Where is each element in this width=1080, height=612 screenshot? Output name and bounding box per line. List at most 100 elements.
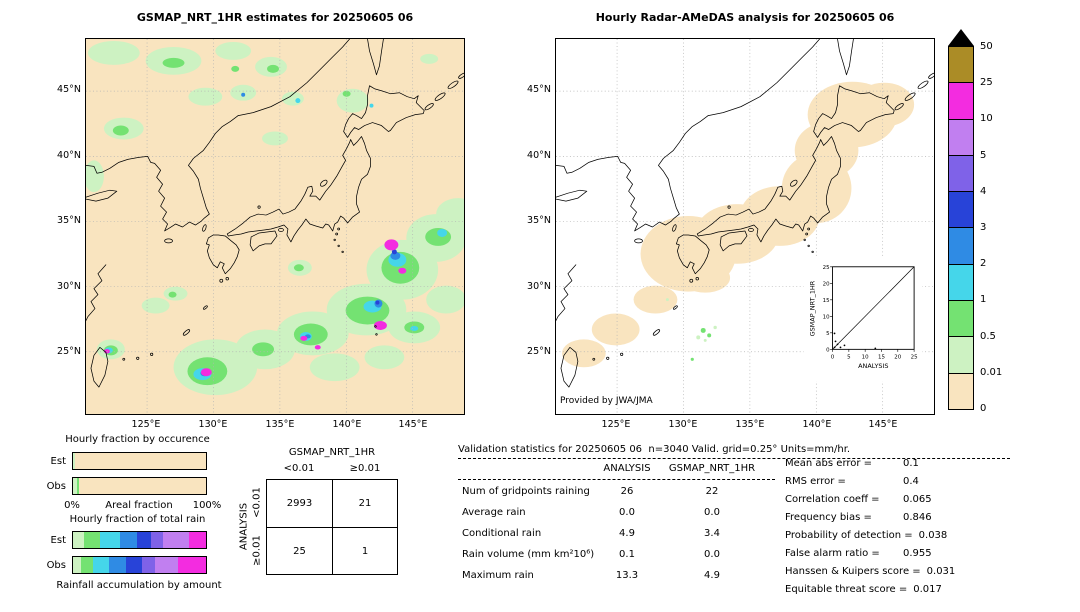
- inset-x-axis-label: ANALYSIS: [858, 362, 888, 370]
- contingency-col-group-label: GSMAP_NRT_1HR: [288, 447, 376, 458]
- radar-map-canvas: 0 5 10 15 20 25 0 5 10 15 20 25 ANALYSIS…: [555, 38, 935, 415]
- metric-row: False alarm ratio = 0.955: [785, 548, 932, 559]
- occurrence-bar-obs: [72, 477, 207, 495]
- lat-tick-label: 40°N: [527, 150, 551, 161]
- stats-col-header-analysis: ANALYSIS: [603, 463, 651, 474]
- contingency-table: 2993 21 25 1: [266, 479, 398, 575]
- colorbar-segment-10-25: [949, 82, 973, 119]
- radar-coverage-field: [561, 81, 915, 368]
- colorbar-label: 50: [980, 41, 993, 52]
- contingency-row-group-label: ANALYSIS: [238, 502, 250, 551]
- inset-x-tick: 15: [878, 354, 885, 360]
- inset-y-tick: 5: [826, 331, 829, 337]
- colorbar-label: 0.01: [980, 367, 1003, 378]
- gsmap-map-canvas: [85, 38, 465, 415]
- lat-tick-label: 35°N: [57, 215, 81, 226]
- colorbar-label: 0.5: [980, 331, 996, 342]
- stats-row: Average rain 0.0 0.0: [462, 507, 720, 518]
- stats-col-header-gsmap: GSMAP_NRT_1HR: [668, 463, 756, 474]
- bar-segment: [83, 532, 100, 548]
- colorbar-label: 4: [980, 186, 987, 197]
- bar-segment: [155, 557, 179, 573]
- lat-tick-label: 30°N: [57, 281, 81, 292]
- lat-tick-label: 45°N: [527, 84, 551, 95]
- occurrence-axis-max: 100%: [192, 500, 222, 511]
- bar-segment: [92, 557, 109, 573]
- colorbar-overflow-triangle: [948, 29, 974, 46]
- colorbar-segment-0.01-0.5: [949, 336, 973, 373]
- colorbar-label: 0: [980, 403, 987, 414]
- metric-row: Equitable threat score = 0.017: [785, 584, 942, 595]
- lon-tick-label: 130°E: [198, 419, 228, 430]
- colorbar-segment-1-2: [949, 263, 973, 301]
- stats-row: Conditional rain 4.9 3.4: [462, 528, 720, 539]
- gsmap-map-panel: GSMAP_NRT_1HR estimates for 20250605 06: [57, 11, 465, 430]
- stats-row: Maximum rain 13.3 4.9: [462, 570, 720, 581]
- colorbar-segment-2-3: [949, 227, 973, 264]
- bar-segment: [74, 453, 206, 469]
- metric-row: RMS error = 0.4: [785, 476, 919, 487]
- stats-row: Num of gridpoints raining 26 22: [462, 486, 719, 497]
- bar-segment: [178, 557, 206, 573]
- total-rain-chart-caption: Rainfall accumulation by amount: [56, 580, 222, 591]
- metric-row: Hanssen & Kuipers score = 0.031: [785, 566, 956, 577]
- bar-segment: [73, 557, 81, 573]
- total-rain-chart-title: Hourly fraction of total rain: [69, 514, 206, 525]
- inset-y-tick: 10: [823, 314, 830, 320]
- bar-segment: [151, 532, 164, 548]
- lon-tick-label: 125°E: [131, 419, 161, 430]
- colorbar-segment-0.5-1: [949, 300, 973, 337]
- bar-segment: [108, 557, 127, 573]
- divider-dashed: [458, 458, 1010, 459]
- metric-row: Correlation coeff = 0.065: [785, 494, 932, 505]
- colorbar-segment-5-10: [949, 118, 973, 155]
- inset-y-tick: 20: [823, 281, 830, 287]
- bar-segment: [126, 557, 143, 573]
- gsmap-map-title: GSMAP_NRT_1HR estimates for 20250605 06: [136, 11, 414, 24]
- row-label-est: Est: [50, 456, 66, 467]
- inset-x-tick: 20: [894, 354, 901, 360]
- contingency-cell: 25: [267, 527, 332, 574]
- inset-x-tick: 10: [862, 354, 869, 360]
- scatter-points: [833, 332, 877, 350]
- lon-tick-label: 135°E: [735, 419, 765, 430]
- bar-segment: [73, 453, 75, 469]
- colorbar-label: 3: [980, 222, 987, 233]
- total-rain-bar-obs: [72, 556, 207, 574]
- radar-light-rain-cells: [665, 298, 717, 342]
- inset-y-axis-label: GSMAP_NRT_1HR: [809, 280, 817, 336]
- radar-map-panel: Hourly Radar-AMeDAS analysis for 2025060…: [527, 11, 935, 430]
- row-label-est: Est: [50, 535, 66, 546]
- colorbar-label: 2: [980, 258, 987, 269]
- bar-segment: [79, 478, 206, 494]
- lon-tick-label: 145°E: [868, 419, 898, 430]
- inset-x-tick: 0: [831, 354, 835, 360]
- bar-segment: [73, 532, 84, 548]
- lat-tick-label: 45°N: [57, 84, 81, 95]
- contingency-cell: 1: [332, 527, 397, 574]
- total-rain-bar-est: [72, 531, 207, 549]
- inset-y-tick: 25: [823, 265, 830, 271]
- colorbar-label: 5: [980, 150, 987, 161]
- contingency-col-label: ≥0.01: [349, 463, 381, 474]
- lon-tick-label: 125°E: [601, 419, 631, 430]
- stats-row: Rain volume (mm km²10⁶) 0.1 0.0: [462, 549, 720, 560]
- colorbar-segment-3-4: [949, 191, 973, 228]
- bar-segment: [188, 532, 206, 548]
- colorbar-body: [948, 46, 974, 410]
- occurrence-bar-est: [72, 452, 207, 470]
- radar-map-title: Hourly Radar-AMeDAS analysis for 2025060…: [595, 11, 895, 24]
- inset-x-tick: 5: [847, 354, 850, 360]
- contingency-cell: 2993: [286, 498, 313, 509]
- contingency-col-label: <0.01: [283, 463, 315, 474]
- metric-row: Frequency bias = 0.846: [785, 512, 932, 523]
- lon-tick-label: 130°E: [668, 419, 698, 430]
- bar-segment: [119, 532, 137, 548]
- lat-tick-label: 25°N: [57, 346, 81, 357]
- divider-dashed: [458, 479, 775, 480]
- bar-segment: [142, 557, 156, 573]
- metric-row: Mean abs error = 0.1: [785, 458, 919, 469]
- radar-rain-cells: [690, 327, 712, 361]
- colorbar-label: 1: [980, 294, 987, 305]
- occurrence-axis-label: Areal fraction: [105, 500, 173, 511]
